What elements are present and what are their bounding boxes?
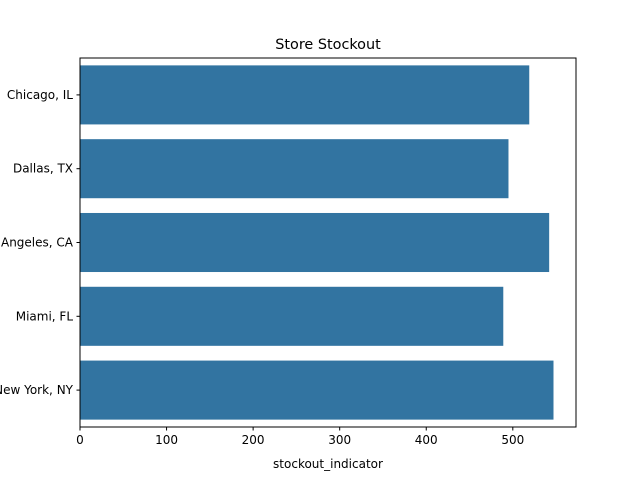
bar-0 [80, 65, 530, 125]
x-tick-label: 400 [415, 433, 438, 447]
x-tick-label: 0 [76, 433, 84, 447]
y-tick-label: Miami, FL [16, 309, 74, 323]
bar-1 [80, 139, 509, 199]
x-tick-label: 100 [155, 433, 178, 447]
bar-4 [80, 360, 554, 420]
x-tick-label: 500 [501, 433, 524, 447]
y-axis: Chicago, IL Dallas, TX Los Angeles, CA Miam… [0, 88, 80, 397]
bars-group [80, 65, 554, 420]
x-axis-label: stockout_indicator [273, 457, 383, 471]
bar-2 [80, 212, 550, 273]
x-tick-label: 200 [242, 433, 265, 447]
bar-3 [80, 286, 504, 346]
y-tick-label: Dallas, TX [13, 162, 73, 176]
chart-title: Store Stockout [275, 37, 381, 53]
y-tick-label: Chicago, IL [7, 88, 73, 102]
x-axis: 0 100 200 300 400 500 [76, 427, 524, 447]
y-tick-label: Los Angeles, CA [0, 236, 74, 250]
y-tick-label: New York, NY [0, 383, 74, 397]
x-tick-label: 300 [328, 433, 351, 447]
